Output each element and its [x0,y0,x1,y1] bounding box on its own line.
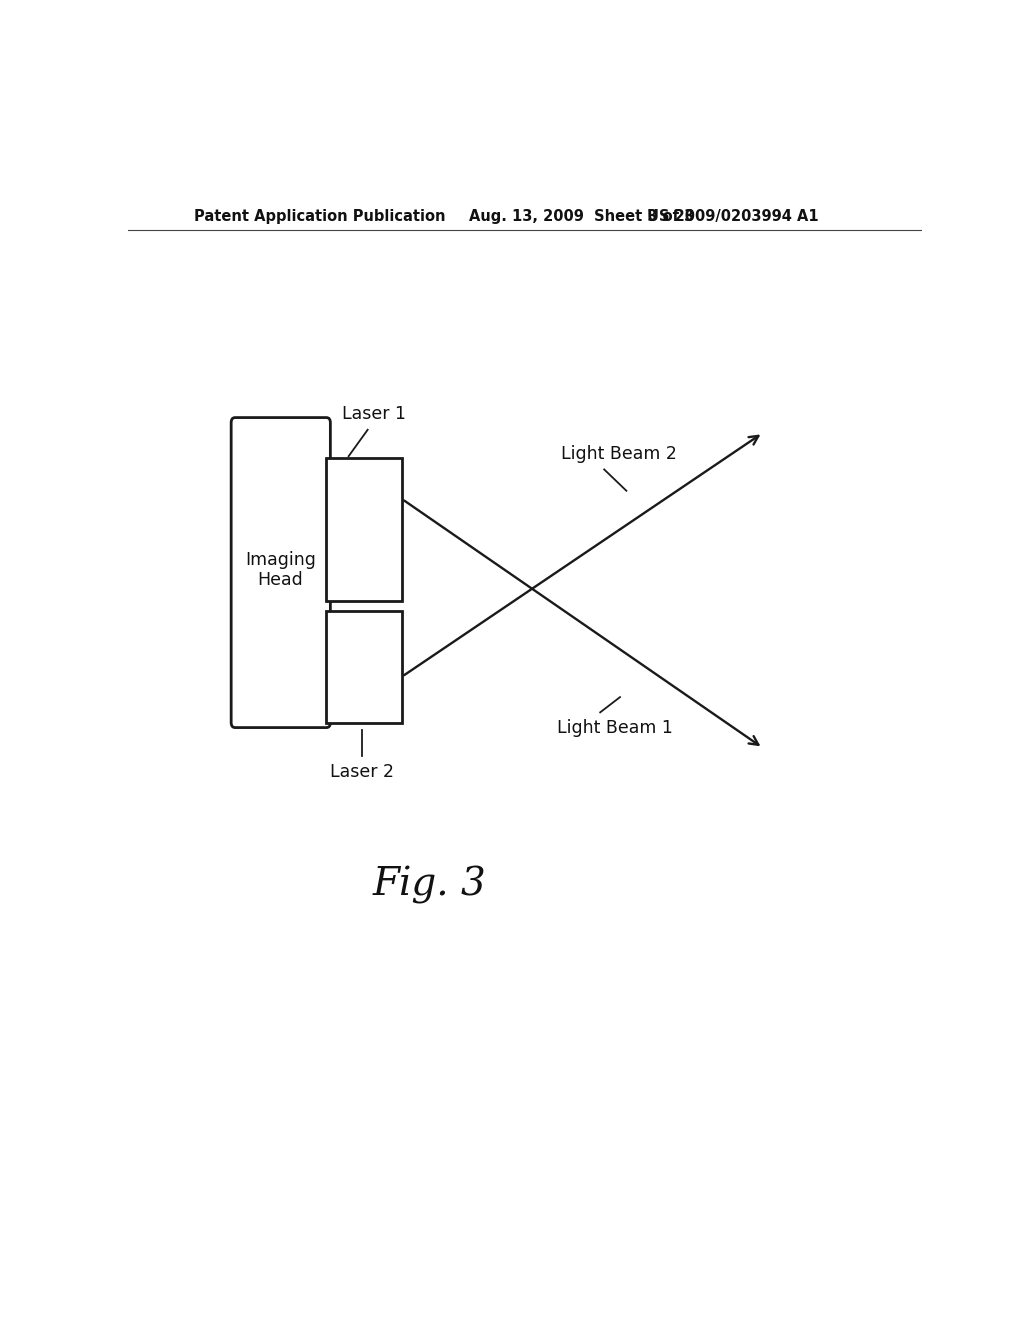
Text: Aug. 13, 2009  Sheet 3 of 3: Aug. 13, 2009 Sheet 3 of 3 [469,210,694,224]
Bar [327,458,401,601]
Text: US 2009/0203994 A1: US 2009/0203994 A1 [647,210,818,224]
Text: Patent Application Publication: Patent Application Publication [194,210,445,224]
Text: Laser 1: Laser 1 [342,405,406,422]
Text: Fig. 3: Fig. 3 [373,866,486,904]
Bar [327,611,401,722]
Text: Laser 2: Laser 2 [330,763,394,781]
FancyBboxPatch shape [231,417,331,727]
Text: Imaging
Head: Imaging Head [245,550,315,590]
Text: Light Beam 2: Light Beam 2 [560,445,677,463]
Text: Light Beam 1: Light Beam 1 [557,719,673,738]
